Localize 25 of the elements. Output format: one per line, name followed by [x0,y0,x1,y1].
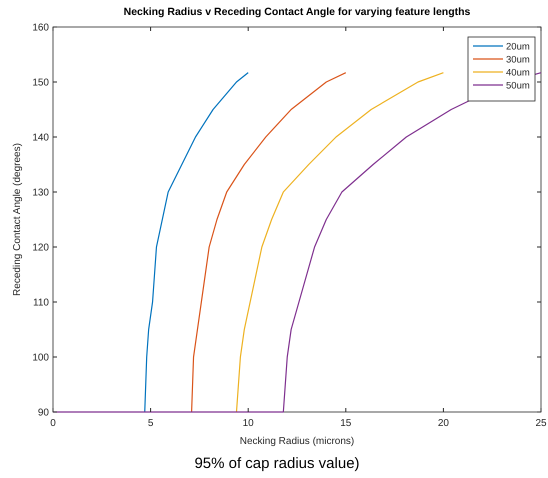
y-tick-label: 140 [32,132,50,144]
legend-label: 50um [506,80,530,92]
y-tick-label: 120 [32,242,50,254]
x-tick-label: 25 [535,418,547,429]
y-tick-label: 90 [38,408,50,418]
text: 95% of cap radius value) [194,455,360,472]
y-tick-label: 130 [32,188,50,198]
x-tick-label: 5 [148,418,154,429]
x-tick-label: 15 [340,418,352,429]
chart-title: Necking Radius v Receding Contact Angle for varying feature lengths [124,6,471,18]
y-tick-label: 100 [32,352,50,364]
x-tick-label: 0 [50,418,56,429]
x-tick-label: 10 [242,418,254,429]
line-series [144,72,249,413]
x-tick-label: 20 [438,418,450,429]
legend-label: 20um [506,42,530,52]
x-axis-title: Necking Radius (microns) [240,436,354,447]
y-tick-label: 160 [32,22,50,34]
line-series [236,72,444,413]
y-tick-label: 110 [33,298,50,308]
y-tick-label: 150 [32,78,50,88]
legend-label: 40um [506,68,530,78]
line-series [190,72,346,413]
y-axis-title: Receding Contact Angle (degrees) [12,143,23,296]
legend-label: 30um [506,54,530,66]
